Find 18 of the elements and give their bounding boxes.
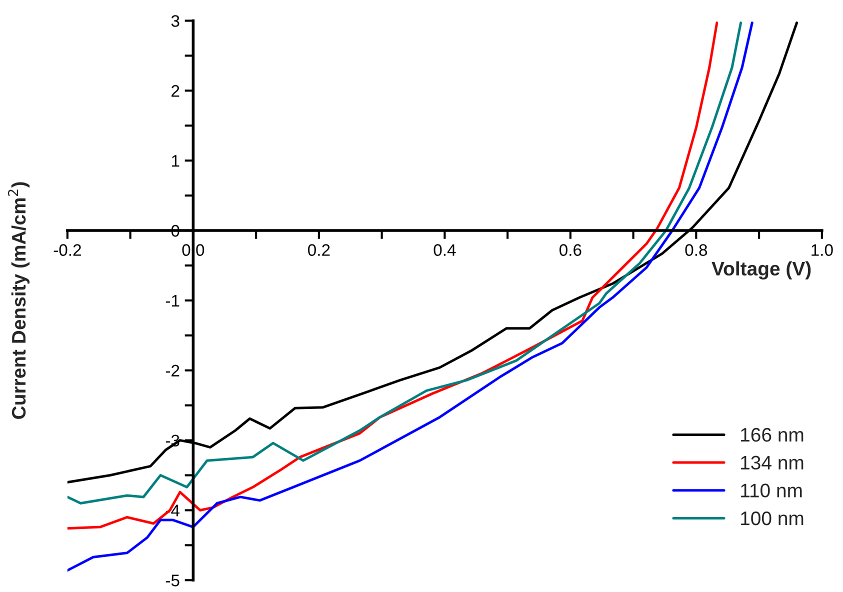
text: -0.2 [54,244,81,256]
x-axis-title: Voltage (V) [712,261,811,280]
y-axis-title: Current Density (mA/cm$^{2}$) [8,182,30,419]
y-tick-label: 1 [172,155,180,167]
legend-label: 100 nm [741,511,804,526]
legend-label: 134 nm [741,456,804,470]
y-tick-label: -5 [166,574,180,586]
y-tick-label: -1 [166,295,180,306]
x-tick-label: 0.8 [685,244,708,256]
y-tick-label: -2 [166,364,180,376]
x-tick-label: 0.4 [434,244,456,256]
legend-label: 166 nm [741,428,804,442]
x-tick-label: 0.2 [308,244,330,256]
legend-label: 110 nm [741,484,802,498]
x-tick-label: 0.6 [560,244,582,256]
x-tick-label: 1.0 [812,244,833,256]
y-tick-label: 3 [171,15,180,27]
y-tick-label: 2 [172,85,180,97]
